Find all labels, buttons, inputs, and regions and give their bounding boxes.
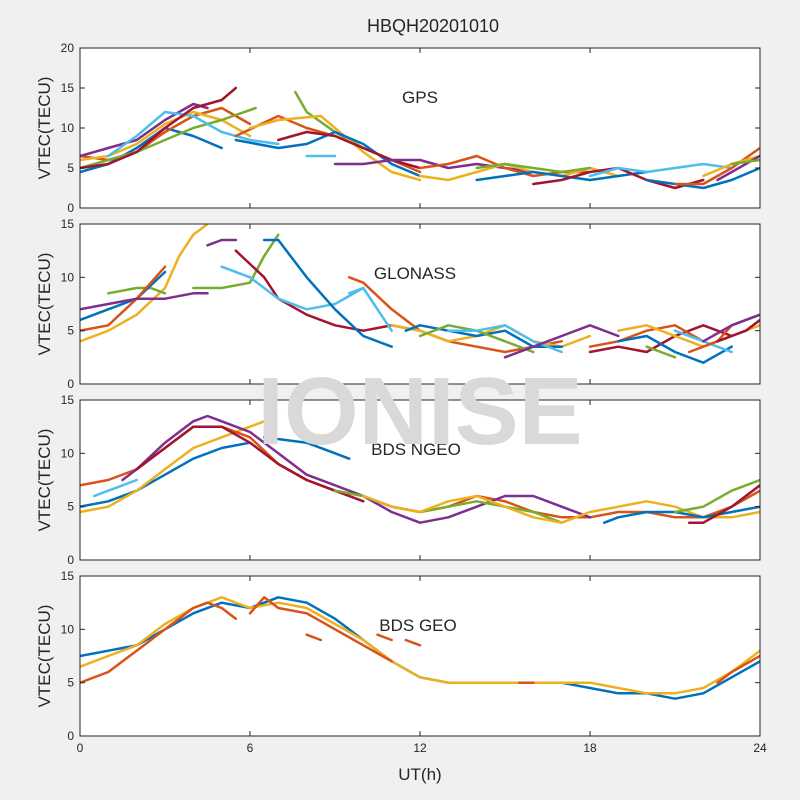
series-line: [121, 414, 592, 524]
panel-label: BDS NGEO: [371, 440, 461, 459]
series-line: [588, 324, 705, 348]
series-line: [262, 238, 393, 348]
series-line: [92, 478, 138, 498]
x-tick-label: 12: [413, 741, 427, 755]
panel-2: 0 5 10 15 GLONASS VTEC(TECU): [35, 217, 761, 391]
panel-4: 0 5 10 15 0 6 12 18 24 BDS GEO VTEC(TECU): [35, 569, 767, 755]
panel-3: 0 5 10 15 BDS NGEO VTEC(TECU): [35, 393, 761, 567]
series-line: [503, 324, 620, 359]
series-line: [305, 633, 323, 642]
series-line: [248, 114, 422, 182]
y-tick-label: 0: [67, 729, 74, 743]
series-line: [107, 110, 280, 158]
series-line: [234, 249, 422, 332]
y-tick-label: 0: [67, 201, 74, 215]
series-line: [107, 286, 167, 295]
x-tick-label: 24: [753, 741, 767, 755]
series-line: [80, 265, 167, 332]
y-axis-label: VTEC(TECU): [35, 429, 54, 532]
series-line: [645, 166, 760, 190]
panel-label: GLONASS: [374, 264, 456, 283]
y-axis-label: VTEC(TECU): [35, 253, 54, 356]
series-line: [475, 170, 648, 182]
x-axis-label: UT(h): [398, 765, 441, 784]
series-line: [673, 146, 760, 186]
series-group: [80, 596, 760, 700]
series-line: [716, 318, 760, 343]
series-line: [80, 106, 257, 170]
series-line: [192, 233, 280, 290]
y-tick-label: 10: [61, 622, 75, 636]
panel-label: BDS GEO: [379, 616, 456, 635]
y-tick-label: 10: [61, 121, 75, 135]
series-line: [716, 654, 760, 684]
watermark: IONISE: [257, 358, 582, 465]
series-line: [687, 484, 760, 524]
series-line: [80, 420, 266, 514]
series-line: [588, 162, 733, 178]
y-tick-label: 15: [61, 217, 75, 231]
panel-label: GPS: [402, 88, 438, 107]
figure-title: HBQH20201010: [367, 16, 499, 36]
y-tick-label: 5: [67, 500, 74, 514]
series-line: [234, 130, 422, 178]
series-line: [277, 130, 422, 170]
series-line: [617, 334, 733, 364]
series-line: [404, 638, 422, 647]
x-tick-label: 0: [77, 741, 84, 755]
y-tick-label: 20: [61, 41, 75, 55]
x-tick-label: 6: [247, 741, 254, 755]
y-axis-label: VTEC(TECU): [35, 605, 54, 708]
series-line: [80, 601, 238, 684]
series-line: [347, 286, 393, 332]
series-group: [80, 224, 760, 364]
series-line: [362, 494, 760, 524]
y-axis-label: VTEC(TECU): [35, 77, 54, 180]
y-tick-label: 10: [61, 270, 75, 284]
y-tick-label: 0: [67, 377, 74, 391]
panel-1: 0 5 10 15 20 GPS VTEC(TECU): [35, 41, 761, 215]
series-line: [262, 436, 351, 460]
series-line: [376, 633, 393, 642]
y-tick-label: 5: [67, 161, 74, 175]
plot-area: [80, 576, 760, 736]
series-line: [447, 324, 563, 354]
series-line: [475, 162, 592, 174]
panels: 0 5 10 15 20 GPS VTEC(TECU) 0 5 10 15 GLONASS VTEC(T…: [35, 41, 767, 755]
y-tick-label: 15: [61, 569, 75, 583]
series-line: [80, 441, 252, 508]
series-line: [135, 425, 365, 503]
series-line: [80, 292, 209, 311]
plot-area: [80, 224, 760, 384]
y-tick-label: 15: [61, 393, 75, 407]
series-line: [702, 313, 760, 343]
y-tick-label: 5: [67, 676, 74, 690]
y-tick-label: 15: [61, 81, 75, 95]
series-line: [248, 596, 393, 663]
y-tick-label: 10: [61, 446, 75, 460]
y-tick-label: 5: [67, 324, 74, 338]
series-group: [80, 86, 760, 190]
series-line: [80, 224, 209, 343]
series-group: [80, 414, 760, 524]
series-line: [730, 158, 760, 166]
x-tick-label: 18: [583, 741, 597, 755]
y-tick-label: 0: [67, 553, 74, 567]
series-line: [80, 270, 167, 322]
series-line: [220, 265, 365, 311]
series-line: [80, 102, 209, 158]
series-line: [206, 238, 238, 247]
series-line: [673, 478, 760, 514]
series-line: [80, 86, 238, 170]
series-line: [645, 345, 677, 359]
